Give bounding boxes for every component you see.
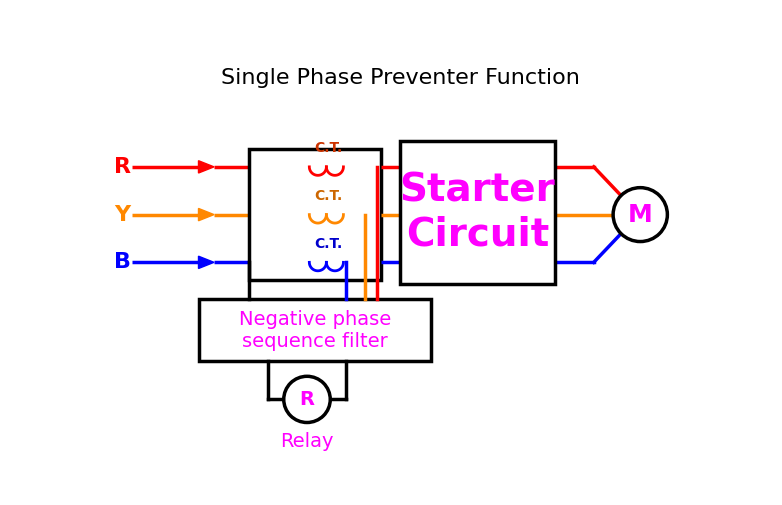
Bar — [199, 299, 431, 361]
Polygon shape — [199, 209, 214, 221]
Text: Negative phase
sequence filter: Negative phase sequence filter — [239, 310, 391, 350]
Text: B: B — [114, 252, 131, 272]
Text: R: R — [300, 390, 314, 409]
Circle shape — [613, 188, 667, 241]
Bar — [249, 149, 381, 280]
Text: Y: Y — [114, 205, 131, 225]
Circle shape — [284, 376, 330, 423]
Text: C.T.: C.T. — [314, 237, 342, 251]
Text: Starter
Circuit: Starter Circuit — [400, 172, 555, 254]
Bar — [400, 141, 555, 284]
Text: M: M — [628, 203, 653, 227]
Text: C.T.: C.T. — [314, 189, 342, 203]
Polygon shape — [199, 161, 214, 173]
Text: R: R — [114, 157, 131, 177]
Polygon shape — [199, 256, 214, 269]
Text: Relay: Relay — [280, 432, 334, 451]
Text: C.T.: C.T. — [314, 141, 342, 156]
Text: Single Phase Preventer Function: Single Phase Preventer Function — [221, 68, 580, 87]
